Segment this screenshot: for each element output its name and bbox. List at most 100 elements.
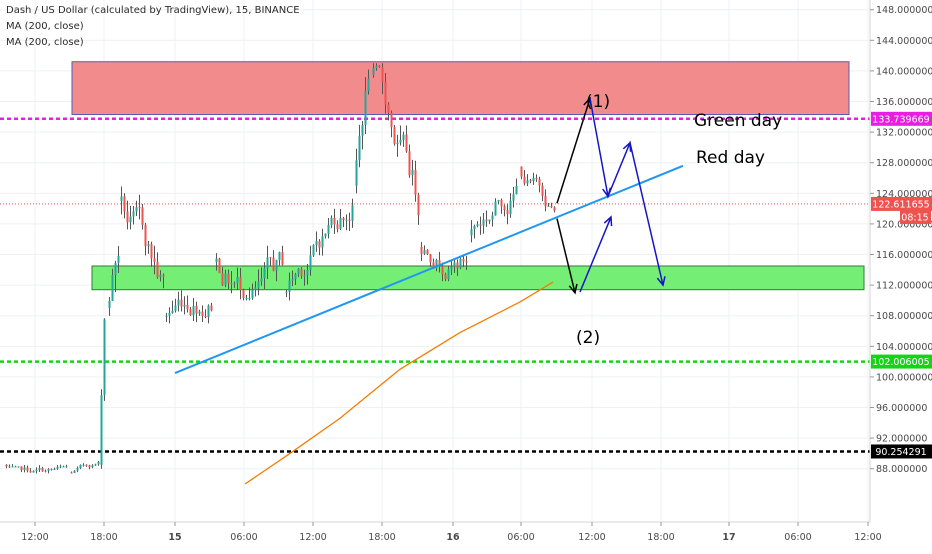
ma-indicator-2[interactable]: MA (200, close) bbox=[6, 37, 84, 48]
time-tick-label: 06:00 bbox=[507, 532, 534, 543]
candle bbox=[20, 466, 23, 473]
candle-body bbox=[62, 466, 65, 468]
candle-body bbox=[333, 217, 336, 225]
candle bbox=[291, 270, 294, 287]
candle-body bbox=[11, 466, 14, 468]
price-badge-last bbox=[871, 196, 932, 211]
candle-body bbox=[361, 124, 364, 136]
candle bbox=[348, 212, 351, 231]
candle-body bbox=[165, 315, 168, 317]
candle bbox=[550, 202, 553, 209]
candle-body bbox=[318, 241, 321, 248]
candle-body bbox=[503, 206, 506, 211]
candle-body bbox=[330, 217, 333, 226]
price-badge-label-green: 102.006005 bbox=[872, 357, 929, 368]
candle-body bbox=[144, 224, 147, 247]
candle-body bbox=[263, 268, 266, 279]
candle bbox=[218, 257, 221, 274]
candle bbox=[245, 294, 248, 301]
candle-body bbox=[88, 465, 91, 468]
time-tick-label: 12:00 bbox=[578, 532, 605, 543]
candle bbox=[426, 249, 429, 255]
candle bbox=[324, 233, 327, 239]
candle-body bbox=[351, 205, 354, 221]
candle-body bbox=[300, 268, 303, 276]
candle bbox=[435, 258, 438, 272]
time-tick-label: 18:00 bbox=[647, 532, 674, 543]
candle bbox=[269, 256, 272, 267]
candle-body bbox=[378, 65, 381, 68]
ma-indicator-1[interactable]: MA (200, close) bbox=[6, 21, 84, 32]
candle bbox=[405, 125, 408, 153]
candle-body bbox=[26, 467, 29, 471]
candle-body bbox=[29, 470, 32, 473]
candle-body bbox=[339, 218, 342, 229]
candle bbox=[138, 194, 141, 220]
candle-body bbox=[132, 211, 135, 217]
candle bbox=[367, 69, 370, 95]
candle bbox=[56, 465, 59, 470]
candle bbox=[162, 273, 165, 289]
candle-body bbox=[358, 135, 361, 161]
wave-2-label: (2) bbox=[576, 328, 600, 348]
candle-body bbox=[201, 311, 204, 317]
candle-body bbox=[251, 289, 254, 299]
candle bbox=[497, 199, 500, 205]
candle bbox=[278, 251, 281, 266]
time-tick-label: 12:00 bbox=[854, 532, 881, 543]
candle bbox=[364, 77, 367, 134]
candle bbox=[538, 176, 541, 193]
candle bbox=[62, 465, 65, 468]
candle-body bbox=[257, 281, 260, 288]
candle-body bbox=[399, 139, 402, 143]
candle-body bbox=[509, 200, 512, 215]
candle-body bbox=[417, 194, 420, 216]
candle-body bbox=[248, 298, 251, 300]
candle bbox=[506, 203, 509, 225]
candle bbox=[312, 244, 315, 257]
candle bbox=[529, 178, 532, 184]
candle bbox=[171, 300, 174, 314]
candle-body bbox=[159, 274, 162, 278]
candle-body bbox=[20, 466, 23, 471]
price-tick-label: 136.000000 bbox=[876, 97, 932, 108]
wave-1-label: (1) bbox=[586, 92, 610, 112]
candle-body bbox=[215, 258, 218, 263]
candle-body bbox=[50, 469, 53, 471]
candle-body bbox=[312, 245, 315, 256]
candle bbox=[227, 269, 230, 289]
candle-body bbox=[494, 201, 497, 216]
candle-body bbox=[32, 470, 35, 473]
candle bbox=[509, 193, 512, 218]
candle bbox=[168, 307, 171, 324]
price-tick-label: 144.000000 bbox=[876, 36, 932, 47]
candle bbox=[479, 216, 482, 235]
candle-body bbox=[512, 194, 515, 201]
candle-body bbox=[38, 467, 41, 470]
candle bbox=[257, 269, 260, 296]
trendline bbox=[174, 164, 684, 375]
candle-body bbox=[315, 241, 318, 246]
countdown-badge-label: 08:15 bbox=[901, 213, 928, 224]
candle bbox=[23, 464, 26, 473]
candle bbox=[381, 63, 384, 95]
candle-body bbox=[345, 219, 348, 221]
candle bbox=[111, 268, 114, 301]
candle-body bbox=[47, 469, 50, 471]
moving-average-line bbox=[244, 281, 554, 485]
candle-body bbox=[91, 465, 94, 468]
candle bbox=[390, 110, 393, 138]
candle-body bbox=[497, 199, 500, 202]
candle bbox=[14, 465, 17, 468]
candle-body bbox=[327, 225, 330, 234]
candle-body bbox=[500, 199, 503, 207]
price-tick-label: 132.000000 bbox=[876, 128, 932, 139]
candle bbox=[306, 263, 309, 285]
candle bbox=[294, 272, 297, 286]
candle bbox=[532, 172, 535, 185]
candle-body bbox=[372, 68, 375, 75]
candle-body bbox=[281, 252, 284, 265]
candle bbox=[207, 304, 210, 324]
